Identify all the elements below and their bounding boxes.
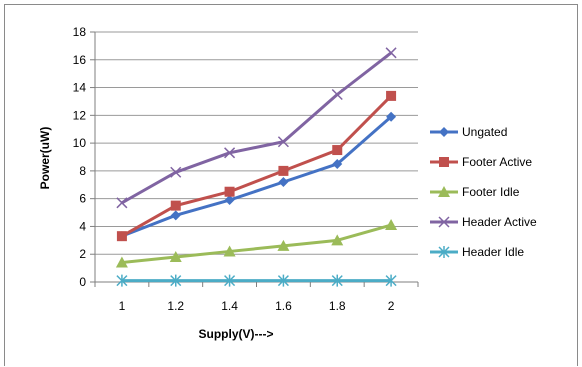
legend-label: Header Active — [462, 215, 537, 229]
x-tick-label: 1.2 — [167, 299, 184, 313]
data-point-ungated — [332, 158, 343, 169]
x-tick-label: 2 — [388, 299, 395, 313]
data-point-header-idle — [170, 274, 182, 287]
x-tick-label: 1 — [119, 299, 126, 313]
y-tick-label: 8 — [79, 164, 86, 178]
legend-item-header-idle: Header Idle — [430, 245, 524, 259]
legend-item-ungated: Ungated — [430, 125, 507, 139]
data-point-footer-idle — [115, 256, 128, 268]
data-point-ungated — [386, 111, 397, 122]
y-tick-label: 4 — [79, 219, 86, 233]
data-point-footer-active — [278, 165, 289, 176]
x-tick-label: 1.8 — [329, 299, 346, 313]
series-footer-idle — [115, 219, 398, 268]
legend-label: Header Idle — [462, 245, 524, 259]
data-point-footer-active — [170, 200, 181, 211]
series-line-ungated — [121, 115, 393, 238]
data-point-footer-idle — [169, 251, 182, 262]
series-header-active — [116, 47, 397, 209]
data-point-footer-active — [386, 90, 397, 101]
data-point-header-idle — [116, 274, 128, 287]
legend-label: Ungated — [462, 125, 507, 139]
series-group — [115, 47, 398, 287]
data-point-header-active — [224, 147, 236, 159]
gridlines — [95, 31, 418, 255]
legend-marker — [439, 127, 449, 137]
series-header-idle — [116, 274, 397, 287]
series-line-footer-active — [121, 94, 393, 238]
y-tick-label: 14 — [73, 81, 87, 95]
data-point-footer-active — [332, 145, 343, 156]
x-axis-title: Supply(V)---> — [199, 327, 274, 341]
legend-marker — [438, 186, 450, 197]
data-point-ungated — [170, 210, 181, 221]
data-point-header-idle — [277, 274, 289, 287]
legend-label: Footer Idle — [462, 185, 520, 199]
y-tick-label: 16 — [73, 53, 87, 67]
data-point-footer-idle — [223, 245, 236, 257]
legend-item-header-active: Header Active — [430, 215, 537, 229]
y-tick-label: 2 — [79, 247, 86, 261]
y-tick-label: 6 — [79, 192, 86, 206]
chart-frame — [4, 4, 578, 366]
legend-marker — [439, 157, 449, 167]
data-point-header-active — [170, 166, 182, 178]
y-tick-label: 10 — [73, 136, 87, 150]
axes: 0 2 4 6 8 10 12 14 16 18 1 1.2 1.4 1.6 1.8 2 — [73, 25, 419, 313]
data-point-header-active — [116, 197, 128, 209]
series-footer-active — [116, 90, 397, 242]
data-point-header-idle — [385, 274, 397, 287]
data-point-header-idle — [331, 274, 343, 287]
series-line-header-active — [121, 51, 393, 205]
data-point-footer-active — [224, 186, 235, 197]
data-point-header-idle — [224, 274, 236, 287]
data-point-header-active — [277, 136, 289, 148]
x-tick-label: 1.6 — [275, 299, 292, 313]
y-tick-label: 12 — [73, 108, 87, 122]
legend-item-footer-idle: Footer Idle — [430, 185, 520, 199]
data-point-footer-idle — [331, 234, 344, 246]
data-point-ungated — [224, 195, 235, 206]
data-point-footer-active — [116, 231, 127, 242]
legend: Ungated Footer Active Footer Idle Header Ac… — [430, 125, 537, 259]
data-point-footer-idle — [385, 219, 398, 231]
data-point-footer-idle — [277, 239, 290, 251]
data-point-ungated — [278, 177, 289, 187]
y-tick-label: 18 — [73, 25, 87, 39]
data-point-header-active — [331, 88, 343, 101]
x-tick-label: 1.4 — [221, 299, 238, 313]
legend-item-footer-active: Footer Active — [430, 155, 532, 169]
series-line-footer-idle — [121, 223, 392, 265]
y-tick-label: 0 — [79, 275, 86, 289]
legend-marker — [438, 216, 450, 228]
y-axis-title: Power(uW) — [38, 127, 52, 190]
data-point-header-active — [385, 47, 397, 59]
legend-label: Footer Active — [462, 155, 532, 169]
legend-marker — [438, 246, 450, 258]
